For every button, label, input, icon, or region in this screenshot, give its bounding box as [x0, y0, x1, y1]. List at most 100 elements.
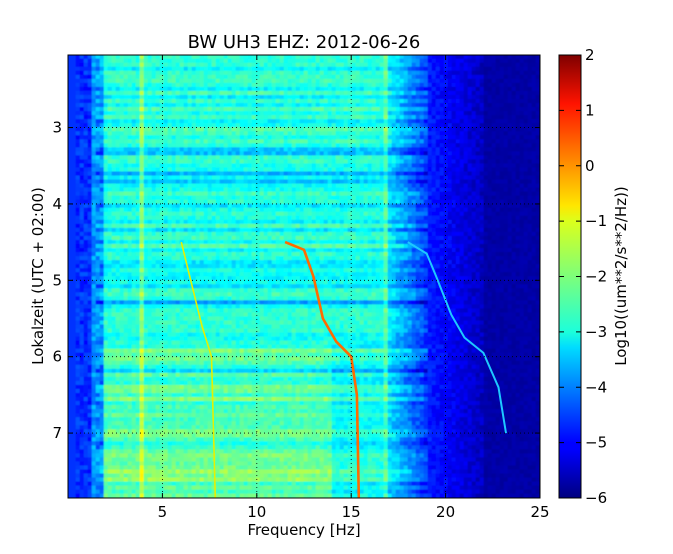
heatmap-cell: [143, 211, 149, 217]
heatmap-cell: [271, 167, 277, 173]
heatmap-cell: [371, 163, 377, 169]
heatmap-cell: [271, 191, 277, 197]
heatmap-cell: [291, 195, 297, 201]
heatmap-cell: [411, 139, 417, 144]
heatmap-cell: [91, 99, 97, 104]
heatmap-cell: [467, 90, 473, 96]
heatmap-cell: [283, 179, 289, 185]
heatmap-cell: [107, 179, 113, 185]
heatmap-cell: [247, 119, 253, 124]
heatmap-cell: [527, 131, 533, 136]
heatmap-cell: [243, 167, 249, 173]
heatmap-cell: [263, 179, 269, 185]
heatmap-cell: [143, 203, 149, 209]
heatmap-cell: [515, 94, 521, 100]
heatmap-cell: [503, 199, 509, 205]
heatmap-cell: [79, 82, 85, 88]
heatmap-cell: [395, 207, 401, 213]
heatmap-cell: [487, 107, 493, 112]
heatmap-cell: [399, 66, 405, 72]
heatmap-cell: [503, 159, 509, 165]
heatmap-cell: [471, 58, 477, 64]
heatmap-cell: [71, 163, 77, 169]
heatmap-cell: [123, 167, 129, 173]
heatmap-cell: [515, 74, 521, 80]
heatmap-cell: [135, 115, 141, 120]
heatmap-cell: [391, 143, 397, 148]
heatmap-cell: [119, 143, 125, 148]
heatmap-cell: [135, 191, 141, 197]
heatmap-cell: [403, 82, 409, 88]
heatmap-cell: [295, 211, 301, 217]
heatmap-cell: [399, 203, 405, 209]
heatmap-cell: [507, 86, 513, 92]
heatmap-cell: [275, 66, 281, 72]
heatmap-cell: [407, 147, 413, 152]
heatmap-cell: [83, 167, 89, 173]
heatmap-cell: [359, 199, 365, 205]
heatmap-cell: [519, 58, 525, 64]
heatmap-cell: [419, 131, 425, 136]
heatmap-cell: [423, 211, 429, 217]
heatmap-cell: [307, 115, 313, 120]
heatmap-cell: [199, 66, 205, 72]
heatmap-cell: [199, 74, 205, 80]
heatmap-cell: [411, 219, 417, 225]
heatmap-cell: [223, 167, 229, 173]
heatmap-cell: [79, 151, 85, 156]
heatmap-cell: [159, 147, 165, 152]
heatmap-cell: [299, 155, 305, 161]
heatmap-cell: [495, 62, 501, 68]
heatmap-cell: [283, 203, 289, 209]
heatmap-cell: [435, 131, 441, 136]
heatmap-cell: [403, 94, 409, 100]
heatmap-cell: [75, 90, 81, 96]
heatmap-cell: [195, 171, 201, 177]
heatmap-cell: [519, 74, 525, 80]
heatmap-cell: [463, 199, 469, 205]
heatmap-cell: [191, 70, 197, 76]
heatmap-cell: [495, 195, 501, 201]
heatmap-cell: [311, 151, 317, 156]
heatmap-cell: [379, 191, 385, 197]
heatmap-cell: [235, 195, 241, 201]
heatmap-cell: [123, 86, 129, 92]
heatmap-cell: [423, 151, 429, 156]
heatmap-cell: [431, 151, 437, 156]
heatmap-cell: [203, 131, 209, 136]
heatmap-cell: [263, 219, 269, 225]
heatmap-cell: [403, 111, 409, 116]
heatmap-cell: [455, 123, 461, 128]
heatmap-cell: [319, 66, 325, 72]
heatmap-cell: [423, 90, 429, 96]
heatmap-cell: [287, 183, 293, 189]
heatmap-cell: [439, 179, 445, 185]
heatmap-cell: [371, 155, 377, 161]
heatmap-cell: [68, 211, 73, 217]
heatmap-cell: [167, 187, 173, 193]
heatmap-cell: [467, 86, 473, 92]
heatmap-cell: [371, 99, 377, 104]
heatmap-cell: [467, 111, 473, 116]
heatmap-cell: [283, 191, 289, 197]
heatmap-cell: [199, 90, 205, 96]
heatmap-cell: [503, 107, 509, 112]
heatmap-cell: [299, 86, 305, 92]
heatmap-cell: [427, 155, 433, 161]
heatmap-cell: [195, 78, 201, 84]
heatmap-cell: [131, 99, 137, 104]
heatmap-cell: [423, 111, 429, 116]
heatmap-cell: [335, 62, 341, 68]
heatmap-cell: [299, 127, 305, 132]
heatmap-cell: [463, 191, 469, 197]
heatmap-cell: [215, 90, 221, 96]
heatmap-cell: [427, 135, 433, 140]
heatmap-cell: [487, 159, 493, 165]
heatmap-cell: [471, 62, 477, 68]
heatmap-cell: [363, 219, 369, 225]
heatmap-cell: [447, 199, 453, 205]
heatmap-cell: [479, 195, 485, 201]
heatmap-cell: [463, 147, 469, 152]
heatmap-cell: [291, 74, 297, 80]
heatmap-cell: [131, 127, 137, 132]
